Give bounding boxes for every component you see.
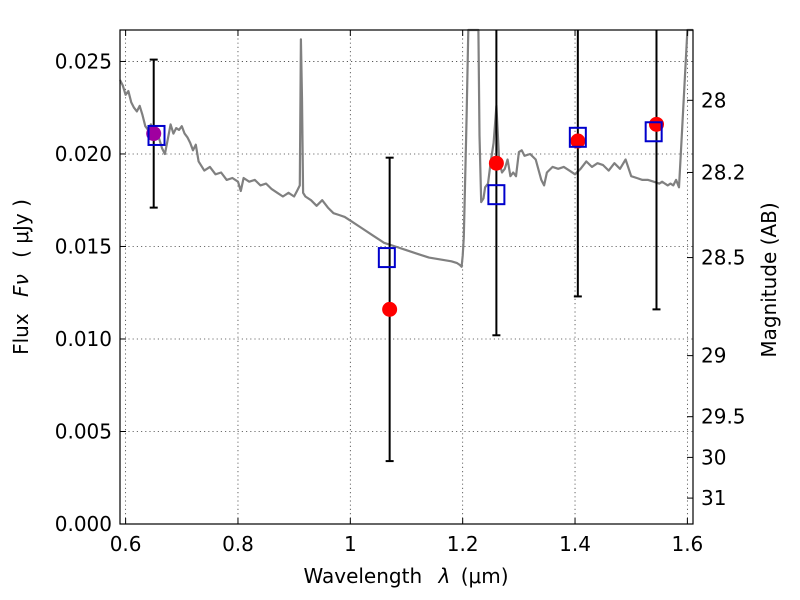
y2-tick-label: 29 <box>701 344 726 368</box>
y2-tick-label: 31 <box>701 486 726 510</box>
model-photometry-point <box>487 184 506 206</box>
tick-labels: 0.6 0.8 1 1.2 1.4 1.6 0.000 0.005 0.010 0.015 0.02… <box>55 49 746 556</box>
observed-flux-point <box>146 126 162 142</box>
x-tick-label: 1 <box>344 532 357 556</box>
data-markers <box>146 116 664 317</box>
model-photometry-point <box>377 247 396 269</box>
x-axis-title-prefix: Wavelength <box>303 564 422 588</box>
y-axis-title: Flux Fν ( μJy ) <box>9 199 33 355</box>
y-tick-label: 0.025 <box>55 49 112 73</box>
plot-frame <box>119 29 694 525</box>
x-tick-label: 1.2 <box>447 532 479 556</box>
y-axis-title-unit: ( μJy ) <box>9 199 33 258</box>
y-tick-label: 0.020 <box>55 142 112 166</box>
y-tick-label: 0.000 <box>55 512 112 536</box>
x-tick-label: 1.4 <box>559 532 591 556</box>
y-axis-title-prefix: Flux <box>9 313 33 355</box>
observed-flux-point <box>570 133 586 149</box>
x-tick-label: 0.8 <box>222 532 254 556</box>
y-axis-title-symbol: Fν <box>9 274 33 297</box>
y2-axis-title: Magnitude (AB) <box>757 202 781 357</box>
y2-tick-label: 28.5 <box>701 246 746 270</box>
y2-tick-label: 29.5 <box>701 405 746 429</box>
y2-tick-label: 30 <box>701 445 726 469</box>
model-spectrum-line <box>119 28 693 268</box>
observed-flux-point <box>382 301 398 317</box>
observed-flux-point <box>648 116 664 132</box>
x-axis-title-unit: (μm) <box>461 564 509 588</box>
x-tick-label: 0.6 <box>110 532 142 556</box>
y-tick-label: 0.010 <box>55 327 112 351</box>
y-tick-label: 0.015 <box>55 234 112 258</box>
x-axis-title: Wavelength λ (μm) <box>303 564 508 588</box>
error-bars <box>149 30 661 463</box>
model-spectrum-layer <box>119 28 693 268</box>
y2-tick-label: 28.2 <box>701 160 746 184</box>
model-photometry-point <box>147 124 166 146</box>
y-tick-label: 0.005 <box>55 419 112 443</box>
observed-flux-point <box>488 155 504 171</box>
model-photometry-point <box>644 121 663 143</box>
grid-lines <box>120 30 693 525</box>
y2-tick-label: 28 <box>701 88 726 112</box>
axis-ticks <box>120 30 693 525</box>
x-axis-title-symbol: λ <box>438 564 451 588</box>
x-tick-label: 1.6 <box>671 532 703 556</box>
model-photometry-point <box>568 126 587 148</box>
